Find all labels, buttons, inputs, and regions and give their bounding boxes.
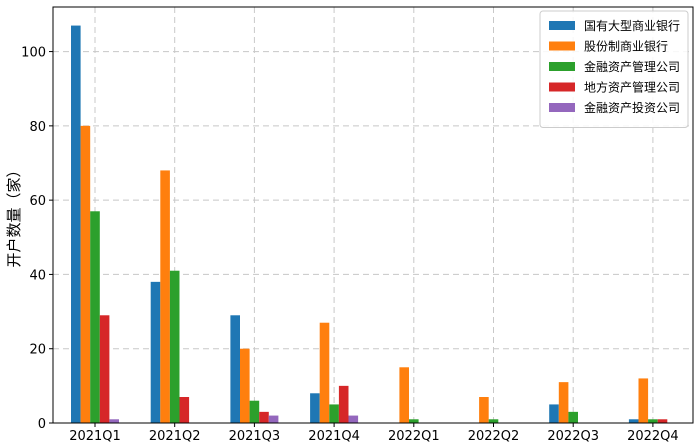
- legend-label: 金融资产投资公司: [584, 100, 680, 115]
- bar: [109, 419, 119, 423]
- bar: [638, 378, 649, 423]
- legend-swatch: [549, 21, 575, 30]
- bar: [399, 367, 409, 423]
- legend-swatch: [549, 62, 575, 71]
- bar: [71, 25, 81, 423]
- bar: [479, 397, 489, 423]
- bar: [657, 419, 668, 423]
- legend-label: 股份制商业银行: [584, 39, 668, 54]
- legend-swatch: [549, 41, 575, 51]
- x-tick-label: 2021Q4: [308, 429, 360, 444]
- bar: [558, 382, 569, 423]
- bar: [319, 322, 330, 423]
- bar: [259, 411, 269, 423]
- x-tick-label: 2022Q2: [468, 429, 520, 444]
- y-tick-label: 100: [21, 46, 46, 61]
- axis-ticks: 0 20 40 60 80 100 2021Q1 2021Q2 2021Q3 2021Q4 2022…: [21, 46, 679, 444]
- plot-frame: [52, 6, 694, 424]
- bar: [240, 348, 250, 423]
- x-tick-label: 2021Q2: [149, 429, 201, 444]
- bar: [99, 315, 110, 423]
- bar: [230, 315, 240, 423]
- bar: [329, 404, 339, 423]
- bar: [409, 419, 419, 423]
- x-tick-label: 2021Q3: [229, 429, 281, 444]
- bar: [348, 415, 359, 423]
- bar: [488, 419, 499, 423]
- legend-label: 金融资产管理公司: [584, 59, 680, 74]
- y-tick-label: 60: [29, 194, 46, 209]
- legend-label: 地方资产管理公司: [584, 80, 680, 95]
- x-tick-label: 2022Q3: [547, 429, 599, 444]
- bar: [179, 397, 190, 423]
- bars: [71, 25, 668, 423]
- y-tick-label: 80: [29, 120, 46, 135]
- x-tick-label: 2022Q4: [627, 429, 679, 444]
- bar: [150, 281, 161, 423]
- y-tick-label: 40: [29, 268, 46, 283]
- y-axis-title: 开户数量（家）: [5, 162, 23, 267]
- bar: [80, 125, 91, 423]
- bar: [268, 415, 279, 423]
- bar: [568, 411, 578, 423]
- y-tick-label: 20: [29, 343, 46, 358]
- bar: [160, 170, 170, 423]
- bar: [169, 270, 180, 423]
- x-tick-label: 2022Q1: [388, 429, 440, 444]
- bar: [549, 404, 559, 423]
- bar: [338, 385, 349, 423]
- y-tick-label: 0: [38, 417, 46, 432]
- bar: [249, 400, 260, 423]
- x-tick-label: 2021Q1: [69, 429, 121, 444]
- bar: [648, 419, 658, 423]
- bar: [310, 393, 320, 423]
- legend-label: 国有大型商业银行: [584, 18, 680, 33]
- legend-swatch: [549, 103, 575, 112]
- legend-box: [539, 10, 689, 128]
- legend-swatch: [549, 82, 575, 92]
- bar: [628, 419, 639, 423]
- bar: [90, 211, 100, 423]
